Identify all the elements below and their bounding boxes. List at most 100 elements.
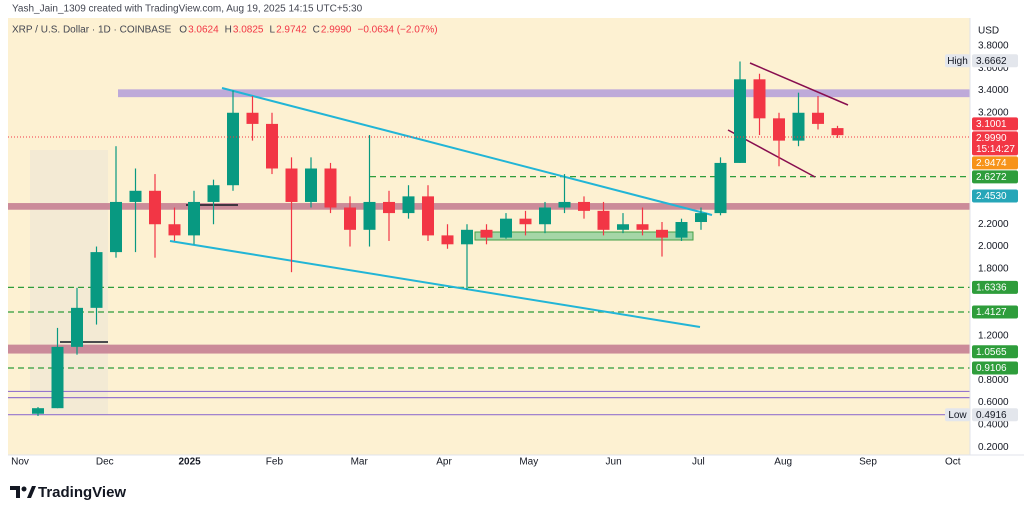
candle-body: [792, 112, 805, 141]
candle-body: [227, 112, 239, 186]
price-badge-label: 2.9990: [976, 133, 1007, 144]
badge-tag-bg: [945, 54, 970, 68]
price-badge-label: 1.4127: [976, 307, 1007, 318]
price-badge: [972, 170, 1018, 184]
price-badge: [972, 189, 1018, 203]
channel-line: [749, 62, 849, 106]
y-tick-label: 3.2000: [978, 107, 1009, 118]
candle-body: [675, 222, 688, 238]
ohlc-value: 3.0624: [188, 25, 219, 36]
candle-body: [110, 201, 122, 253]
candle-body: [558, 201, 571, 208]
price-badge-label: 0.4916: [976, 410, 1007, 421]
price-badge-label: 3.1001: [976, 119, 1007, 130]
price-badge: [972, 117, 1018, 131]
levels: [8, 176, 970, 416]
x-tick-label: Oct: [945, 457, 961, 468]
zone: [8, 344, 970, 354]
price-badge-label: 0.9106: [976, 363, 1007, 374]
x-tick-label: Jul: [692, 457, 705, 468]
y-tick-label: 2.0000: [978, 241, 1009, 252]
x-tick-label: May: [519, 457, 538, 468]
candle-body: [324, 168, 337, 208]
y-tick-label: 1.8000: [978, 263, 1009, 274]
candle-body: [773, 118, 785, 141]
logo-mark: [21, 486, 27, 492]
price-badge-label: 2.4530: [976, 191, 1007, 202]
candle-body: [168, 224, 181, 236]
x-tick-label: Apr: [436, 457, 452, 468]
candle-body: [363, 201, 376, 230]
ohlc-key: H: [225, 25, 232, 36]
price-badge: [972, 305, 1018, 319]
candle-body: [344, 207, 356, 230]
x-tick-label: Aug: [774, 457, 792, 468]
price-axis: [970, 18, 1024, 455]
candle-body: [285, 168, 298, 202]
zone: [8, 203, 970, 210]
candle-body: [734, 79, 746, 163]
price-badge: [972, 131, 1018, 156]
candle-body: [383, 201, 395, 214]
brand-logo: TradingView: [10, 484, 126, 501]
price-badge: [972, 361, 1018, 375]
ohlc-key: C: [313, 25, 320, 36]
legend: XRP / U.S. Dollar · 1D · COINBASE O 3.062…: [12, 25, 438, 36]
price-badge-label: 1.0565: [976, 347, 1007, 358]
candle-body: [188, 201, 200, 236]
candle-body: [656, 229, 668, 238]
trendline: [221, 87, 713, 216]
candle-body: [539, 207, 551, 225]
candles: [32, 61, 844, 416]
y-tick-label: 0.4000: [978, 420, 1009, 431]
candle-body: [519, 218, 532, 225]
price-badge: [972, 156, 1018, 170]
candle-body: [695, 213, 707, 223]
candle-body: [636, 224, 649, 230]
candle-body: [402, 196, 415, 214]
candle-body: [714, 162, 727, 214]
x-tick-label: Jun: [606, 457, 622, 468]
zones: [8, 89, 970, 354]
candle-body: [71, 307, 83, 347]
candle-body: [51, 346, 64, 409]
y-tick-label: 2.2000: [978, 219, 1009, 230]
candle-body: [812, 112, 824, 124]
logo-mark: [27, 486, 36, 498]
zone: [118, 89, 970, 98]
x-tick-label: Sep: [859, 457, 877, 468]
y-tick-label: 3.6000: [978, 63, 1009, 74]
candle-body: [578, 201, 590, 211]
change: −0.0634 (−2.07%): [357, 25, 437, 36]
price-badge-label: 2.6272: [976, 172, 1007, 183]
logo-mark: [10, 486, 20, 498]
price-badge: [972, 280, 1018, 294]
countdown: 15:14:27: [976, 144, 1015, 155]
x-tick-label: 2025: [178, 457, 201, 468]
candle-body: [246, 112, 259, 124]
axis-labels: 3.8000 3.6000 3.4000 3.2000 2.2000 2.0000 1.80…: [11, 41, 1009, 468]
candle-body: [480, 229, 493, 238]
candle-body: [266, 123, 278, 169]
x-tick-label: Mar: [351, 457, 369, 468]
ohlc-key: O: [179, 25, 187, 36]
badge-tag: High: [947, 56, 968, 67]
candle-body: [422, 196, 434, 236]
y-tick-label: 3.4000: [978, 85, 1009, 96]
brand: TradingView: [38, 484, 126, 501]
range-box: [474, 231, 694, 241]
candle-body: [90, 252, 103, 308]
badge-tag: Low: [948, 410, 967, 421]
candle-body: [617, 224, 629, 230]
trendline: [169, 240, 701, 328]
candle-body: [500, 218, 512, 238]
symbol: XRP / U.S. Dollar · 1D · COINBASE: [12, 25, 172, 36]
y-tick-label: 0.2000: [978, 442, 1009, 453]
price-badge-label: 2.9474: [976, 158, 1007, 169]
candle-body: [831, 128, 844, 136]
candle-body: [753, 79, 766, 119]
candle-body: [461, 229, 473, 245]
ohlc-key: L: [270, 25, 276, 36]
ohlc-value: 3.0825: [233, 25, 264, 36]
